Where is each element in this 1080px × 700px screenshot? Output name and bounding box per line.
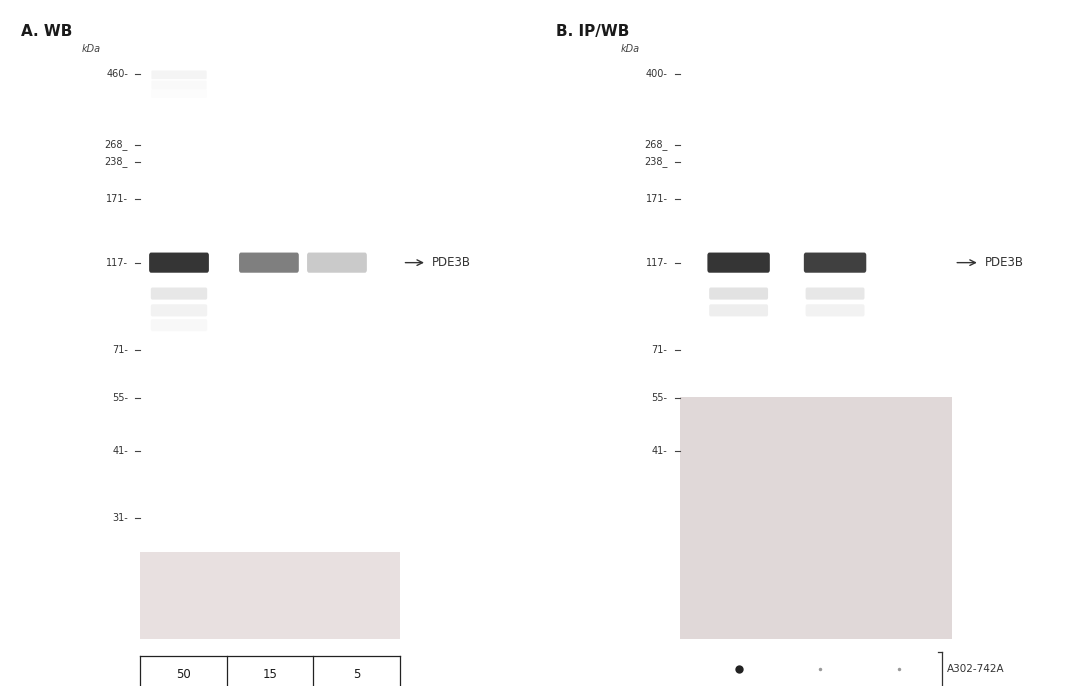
- Text: 117-: 117-: [646, 258, 667, 267]
- Text: kDa: kDa: [82, 44, 102, 54]
- FancyBboxPatch shape: [710, 304, 768, 316]
- Text: A. WB: A. WB: [22, 24, 72, 39]
- FancyBboxPatch shape: [707, 253, 770, 273]
- Text: 238_: 238_: [105, 156, 129, 167]
- Text: 55-: 55-: [112, 393, 129, 403]
- Text: 5: 5: [353, 668, 361, 680]
- FancyBboxPatch shape: [804, 253, 866, 273]
- Text: 41-: 41-: [112, 446, 129, 456]
- Bar: [140, 552, 401, 639]
- Text: PDE3B: PDE3B: [985, 256, 1024, 269]
- Text: 55-: 55-: [651, 393, 667, 403]
- Text: 268_: 268_: [644, 139, 667, 150]
- FancyBboxPatch shape: [151, 90, 206, 98]
- FancyBboxPatch shape: [307, 253, 367, 273]
- Text: 15: 15: [262, 668, 278, 680]
- FancyBboxPatch shape: [239, 253, 299, 273]
- Text: B. IP/WB: B. IP/WB: [556, 24, 630, 39]
- FancyBboxPatch shape: [149, 253, 208, 273]
- Text: 31-: 31-: [112, 513, 129, 523]
- FancyBboxPatch shape: [151, 319, 207, 331]
- FancyBboxPatch shape: [151, 71, 206, 79]
- FancyBboxPatch shape: [710, 288, 768, 300]
- FancyBboxPatch shape: [151, 288, 207, 300]
- Text: 50: 50: [176, 668, 191, 680]
- FancyBboxPatch shape: [151, 80, 206, 90]
- Text: A302-742A: A302-742A: [947, 664, 1004, 674]
- FancyBboxPatch shape: [806, 288, 864, 300]
- Text: 117-: 117-: [106, 258, 129, 267]
- Text: 460-: 460-: [106, 69, 129, 80]
- FancyBboxPatch shape: [806, 304, 864, 316]
- Text: 238_: 238_: [644, 156, 667, 167]
- Text: 71-: 71-: [651, 345, 667, 355]
- Text: kDa: kDa: [621, 44, 639, 54]
- FancyBboxPatch shape: [151, 304, 207, 316]
- Text: 41-: 41-: [652, 446, 667, 456]
- Text: 171-: 171-: [646, 194, 667, 204]
- Text: PDE3B: PDE3B: [432, 256, 471, 269]
- Text: 71-: 71-: [112, 345, 129, 355]
- Text: 171-: 171-: [106, 194, 129, 204]
- Text: 400-: 400-: [646, 69, 667, 80]
- Bar: [680, 397, 951, 639]
- Text: 268_: 268_: [105, 139, 129, 150]
